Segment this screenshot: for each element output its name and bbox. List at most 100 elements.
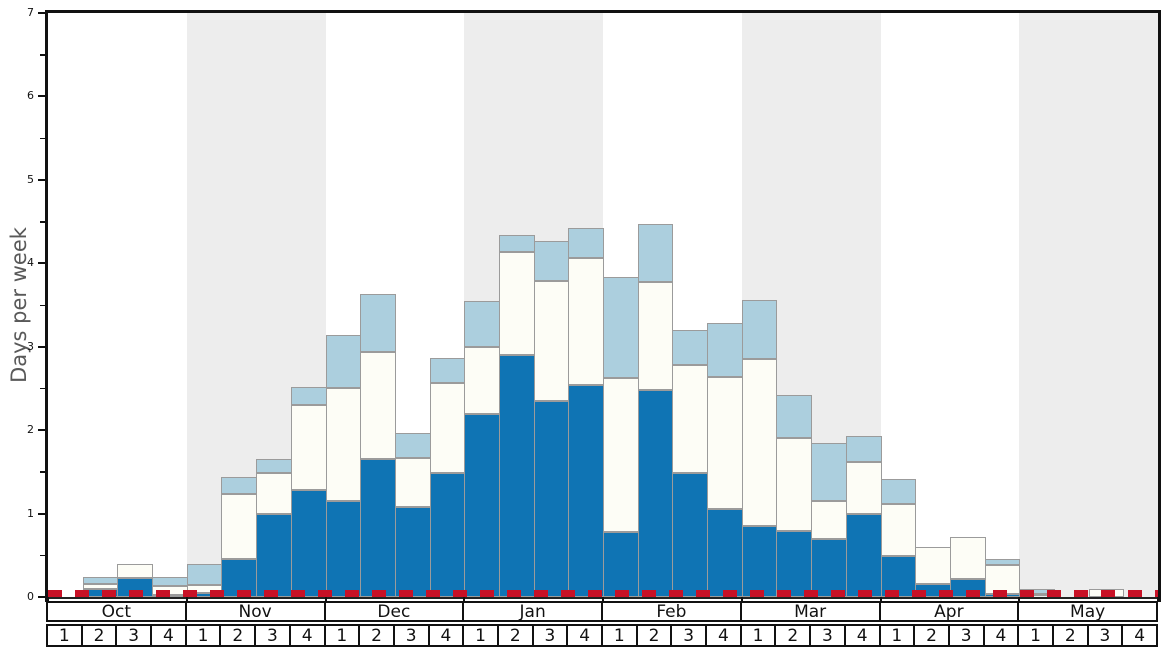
bar-segment-white — [360, 351, 396, 460]
month-label-cell: Feb — [601, 601, 742, 622]
bar-segment-white — [568, 258, 604, 386]
bar-segment-dark-blue — [845, 513, 882, 597]
week-number-cell: 1 — [601, 624, 638, 647]
bar-segment-white — [325, 388, 362, 502]
month-label-cell: May — [1017, 601, 1158, 622]
bar-segment-white — [464, 346, 500, 415]
month-boundary-tick — [879, 597, 882, 602]
week-number-cell: 1 — [462, 624, 499, 647]
bar-segment-white — [776, 437, 813, 532]
month-boundary-tick — [1157, 597, 1159, 602]
bar-segment-dark-blue — [707, 508, 743, 597]
bar-segment-light-blue — [464, 300, 500, 347]
week-number-cell: 1 — [184, 624, 222, 647]
y-tick-label: 6 — [27, 89, 34, 103]
bar-segment-dark-blue — [603, 531, 639, 597]
bar-segment-dark-blue — [811, 538, 847, 597]
bar-segment-dark-blue — [637, 390, 674, 597]
week-number-cell: 2 — [80, 624, 118, 647]
week-number-cell: 3 — [1086, 624, 1124, 647]
y-major-tick — [38, 429, 45, 432]
plot-right-spine — [1158, 10, 1161, 602]
bar-segment-white — [82, 584, 119, 589]
bar-segment-light-blue — [603, 277, 639, 378]
bar-segment-dark-blue — [741, 526, 778, 597]
month-label-cell: Nov — [184, 601, 326, 622]
week-number-cell: 3 — [392, 624, 430, 647]
y-major-tick — [38, 12, 45, 14]
week-number-cell: 1 — [739, 624, 777, 647]
bar-segment-white — [845, 461, 882, 514]
bar-segment-light-blue — [394, 432, 431, 458]
y-minor-tick — [40, 304, 45, 306]
week-number-cell: 4 — [843, 624, 881, 647]
bar-segment-white — [741, 359, 778, 527]
week-number-cell: 2 — [496, 624, 534, 647]
bar-segment-light-blue — [707, 323, 743, 377]
bar-segment-white — [117, 563, 154, 578]
week-number-cell: 3 — [947, 624, 985, 647]
bar-segment-light-blue — [256, 459, 292, 473]
bar-segment-white — [811, 501, 847, 539]
bar-segment-white — [915, 546, 951, 585]
month-boundary-tick — [185, 597, 188, 602]
bar-segment-dark-blue — [360, 459, 396, 597]
y-minor-tick — [40, 471, 45, 473]
bar-segment-white — [221, 493, 258, 560]
week-number-cell: 4 — [150, 624, 187, 647]
bar-segment-light-blue — [360, 294, 396, 352]
week-number-cell: 3 — [809, 624, 846, 647]
bar-segment-white — [603, 377, 639, 532]
y-tick-label: 2 — [27, 423, 34, 437]
y-tick-label: 0 — [27, 590, 34, 603]
week-number-cell: 2 — [1051, 624, 1089, 647]
y-minor-tick — [40, 221, 45, 223]
month-boundary-tick — [463, 597, 466, 602]
bar-segment-white — [637, 282, 674, 391]
bar-segment-light-blue — [221, 476, 258, 494]
month-boundary-tick — [602, 597, 604, 602]
bar-segment-white — [984, 565, 1021, 595]
bar-segment-dark-blue — [290, 490, 327, 597]
bar-segment-dark-blue — [498, 355, 535, 597]
month-boundary-tick — [1018, 597, 1021, 602]
bar-segment-light-blue — [672, 330, 709, 366]
week-number-cell: 1 — [1017, 624, 1054, 647]
month-boundary-tick — [740, 597, 743, 602]
bar-segment-white — [290, 405, 327, 491]
month-label-cell: Oct — [46, 601, 187, 622]
bar-segment-light-blue — [811, 442, 847, 502]
y-minor-tick — [40, 554, 45, 557]
month-label-cell: Mar — [739, 601, 881, 622]
bar-segment-dark-blue — [568, 385, 604, 597]
bar-segment-light-blue — [533, 240, 570, 281]
bar-segment-light-blue — [845, 435, 882, 462]
week-number-cell: 3 — [531, 624, 569, 647]
week-number-cell: 3 — [670, 624, 708, 647]
week-number-cell: 4 — [288, 624, 326, 647]
month-label-cell: Jan — [462, 601, 603, 622]
month-boundary-tick — [324, 597, 327, 602]
bar-segment-white — [394, 457, 431, 507]
bar-segment-white — [672, 365, 709, 473]
bar-segment-dark-blue — [672, 472, 709, 597]
bar-segment-light-blue — [741, 299, 778, 360]
week-number-cell: 2 — [774, 624, 812, 647]
week-number-cell: 4 — [705, 624, 742, 647]
bar-segment-light-blue — [637, 224, 674, 283]
y-major-tick — [38, 512, 45, 515]
bar-segment-light-blue — [290, 386, 327, 406]
bar-segment-dark-blue — [394, 506, 431, 597]
week-number-cell: 4 — [566, 624, 603, 647]
bar-segment-white — [533, 280, 570, 401]
y-tick-label: 3 — [27, 339, 34, 353]
week-number-cell: 1 — [323, 624, 361, 647]
y-minor-tick — [40, 387, 45, 390]
bar-segment-white — [707, 376, 743, 509]
week-number-cell: 2 — [219, 624, 257, 647]
bar-segment-dark-blue — [464, 414, 500, 597]
bar-segment-light-blue — [568, 228, 604, 259]
bar-segment-light-blue — [984, 559, 1021, 566]
red-dashed-reference-line — [48, 589, 1158, 597]
